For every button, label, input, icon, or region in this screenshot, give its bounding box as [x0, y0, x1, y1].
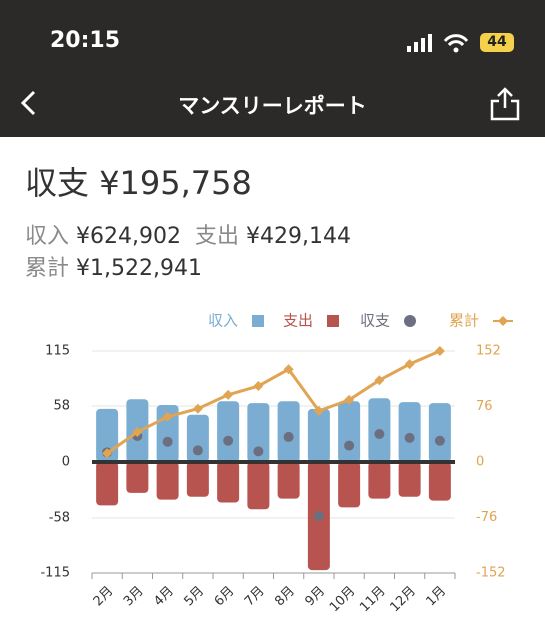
dot: [344, 440, 355, 451]
net: 収支 ¥195,758: [25, 158, 252, 204]
dot: [283, 431, 294, 442]
x-tick-label: 9月: [303, 584, 329, 610]
battery: 44: [480, 33, 514, 52]
y2-tick-label: 152: [476, 344, 501, 359]
bar: [96, 462, 119, 506]
header: 20:15 44 マンスリーレポート: [0, 0, 545, 137]
x-tick-label: 3月: [121, 584, 147, 610]
income-expense: 収入 ¥624,902 支出 ¥429,144: [25, 218, 351, 250]
net-value: ¥195,758: [99, 164, 252, 202]
y2-tick-label: -76: [476, 510, 497, 525]
bar: [338, 462, 361, 508]
y2-tick-label: 76: [476, 399, 493, 414]
x-tick-label: 7月: [242, 584, 268, 610]
dot: [162, 436, 173, 447]
marker: [253, 381, 264, 392]
x-tick-label: 2月: [91, 584, 117, 610]
legend-swatch: [327, 315, 339, 327]
y-tick-label: 0: [62, 455, 70, 470]
bar: [428, 403, 451, 462]
x-tick-label: 1月: [424, 584, 450, 610]
y-tick-label: -58: [49, 510, 70, 525]
bar: [186, 414, 209, 462]
dot: [404, 432, 415, 443]
x-tick-label: 11月: [357, 584, 388, 615]
x-tick-label: 8月: [272, 584, 298, 610]
share-button[interactable]: [488, 86, 522, 122]
status-icons: [407, 34, 469, 53]
bar: [247, 403, 270, 462]
marker: [374, 375, 385, 386]
bar: [126, 462, 149, 493]
marker: [344, 394, 355, 405]
total: 累計 ¥1,522,941: [25, 250, 202, 282]
dot: [223, 435, 234, 446]
legend-label: 累計: [449, 312, 479, 330]
clock: 20:15: [50, 28, 121, 53]
marker: [132, 427, 143, 438]
legend-label: 支出: [283, 312, 313, 330]
y2-tick-label: -152: [476, 566, 506, 581]
marker: [102, 448, 113, 459]
line: [106, 349, 441, 455]
legend-label: 収入: [208, 312, 238, 330]
dot: [434, 435, 445, 446]
marker: [404, 359, 415, 370]
legend-label: 収支: [360, 312, 390, 330]
dot: [374, 429, 385, 440]
bar: [398, 402, 421, 462]
expense-value: ¥429,144: [246, 224, 351, 249]
y-tick-label: 115: [45, 344, 70, 359]
income-label: 収入: [25, 224, 70, 249]
y2-tick-label: 0: [476, 455, 484, 470]
y-tick-label: 58: [53, 399, 70, 414]
bar: [217, 462, 240, 503]
bar: [247, 462, 270, 510]
marker: [192, 403, 203, 414]
y-tick-label: -115: [40, 566, 70, 581]
x-tick-label: 6月: [212, 584, 238, 610]
marker: [223, 389, 234, 400]
bar: [277, 401, 300, 462]
marker: [162, 411, 173, 422]
chart: 115 58 0 -58 -115 152 76 0 -76 -152 2月 3月 4月 5月 6月 7月 8月…: [40, 312, 513, 615]
bar: [338, 401, 361, 462]
marker: [434, 346, 445, 356]
bar: [398, 462, 421, 497]
bar: [277, 462, 300, 499]
dot: [313, 511, 324, 522]
x-tick-label: 12月: [387, 584, 418, 615]
bar: [368, 462, 391, 499]
legend-marker: [498, 316, 508, 326]
back-button[interactable]: [14, 88, 44, 118]
bar: [428, 462, 451, 501]
expense-label: 支出: [195, 224, 240, 249]
total-label: 累計: [25, 256, 70, 281]
dot: [253, 446, 264, 457]
legend-swatch: [252, 315, 264, 327]
dot: [192, 445, 203, 456]
marker: [283, 364, 294, 375]
x-tick-label: 5月: [182, 584, 208, 610]
bar: [156, 462, 179, 500]
income-value: ¥624,902: [76, 224, 181, 249]
x-tick-label: 10月: [327, 584, 358, 615]
total-value: ¥1,522,941: [76, 256, 202, 281]
marker: [313, 405, 324, 416]
bar: [186, 462, 209, 497]
nav-title: マンスリーレポート: [178, 94, 367, 118]
net-label: 収支: [25, 164, 90, 202]
bar: [307, 408, 330, 462]
x-tick-label: 4月: [151, 584, 177, 610]
bar: [217, 401, 240, 462]
legend-swatch: [404, 315, 416, 327]
